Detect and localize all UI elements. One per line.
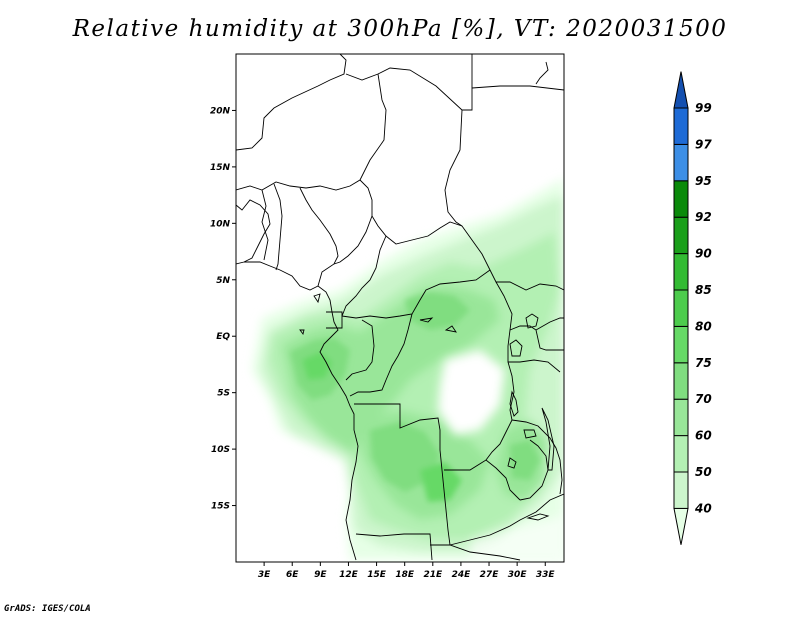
lon-tick-label: 9E <box>314 570 327 580</box>
colorbar-label: 99 <box>695 101 712 115</box>
colorbar-segment <box>673 71 689 109</box>
colorbar-segment <box>673 289 689 327</box>
colorbar-label: 90 <box>695 247 712 261</box>
colorbar-segment <box>673 507 689 545</box>
humidity-shading <box>252 178 564 560</box>
lon-tick-label: 15E <box>367 570 387 580</box>
colorbar-label: 60 <box>695 429 712 443</box>
colorbar-segment <box>673 435 689 473</box>
lon-tick-label: 6E <box>286 570 299 580</box>
lon-tick-label: 30E <box>508 570 528 580</box>
colorbar-segment <box>673 471 689 509</box>
lat-tick-label: EQ <box>216 332 230 342</box>
lon-tick-label: 24E <box>452 570 472 580</box>
colorbar-label: 85 <box>695 283 712 297</box>
lat-tick-label: 20N <box>210 106 231 116</box>
lat-tick-label: 5N <box>216 276 230 286</box>
colorbar-segment <box>673 325 689 364</box>
colorbar-label: 80 <box>695 319 712 333</box>
lon-tick-label: 21E <box>423 570 443 580</box>
map-frame <box>235 53 565 563</box>
lon-tick-label: 18E <box>395 570 415 580</box>
colorbar-segment <box>673 398 689 437</box>
colorbar-label: 97 <box>695 137 712 151</box>
lat-tick-label: 10N <box>210 219 231 229</box>
chart-title: Relative humidity at 300hPa [%], VT: 202… <box>72 16 728 42</box>
colorbar-label: 50 <box>695 465 712 479</box>
colorbar-segment <box>673 362 689 400</box>
colorbar-segment <box>673 143 689 182</box>
colorbar-legend: 40 50 60 70 75 80 85 90 92 95 97 99 <box>673 71 712 545</box>
colorbar-label: 40 <box>694 501 712 515</box>
lat-tick-label: 15S <box>211 502 230 512</box>
longitude-axis: 3E 6E 9E 12E 15E 18E 21E 24E 27E 30E 33E <box>258 562 556 580</box>
lon-tick-label: 12E <box>339 570 359 580</box>
lat-tick-label: 5S <box>217 389 230 399</box>
latitude-axis: 20N 15N 10N 5N EQ 5S 10S 15S <box>210 106 236 512</box>
credit-label: GrADS: IGES/COLA <box>4 604 91 614</box>
colorbar-segment <box>673 107 689 145</box>
lon-tick-label: 33E <box>536 570 556 580</box>
lat-tick-label: 10S <box>211 445 230 455</box>
lat-tick-label: 15N <box>210 163 231 173</box>
country-borders <box>236 54 564 561</box>
colorbar-label: 75 <box>695 356 712 370</box>
colorbar-label: 70 <box>695 392 712 406</box>
lon-tick-label: 27E <box>480 570 500 580</box>
colorbar-segment <box>673 180 689 218</box>
colorbar-label: 95 <box>695 174 712 188</box>
colorbar-label: 92 <box>695 210 712 224</box>
colorbar-segment <box>673 216 689 255</box>
lon-tick-label: 3E <box>258 570 271 580</box>
colorbar-segment <box>673 253 689 291</box>
